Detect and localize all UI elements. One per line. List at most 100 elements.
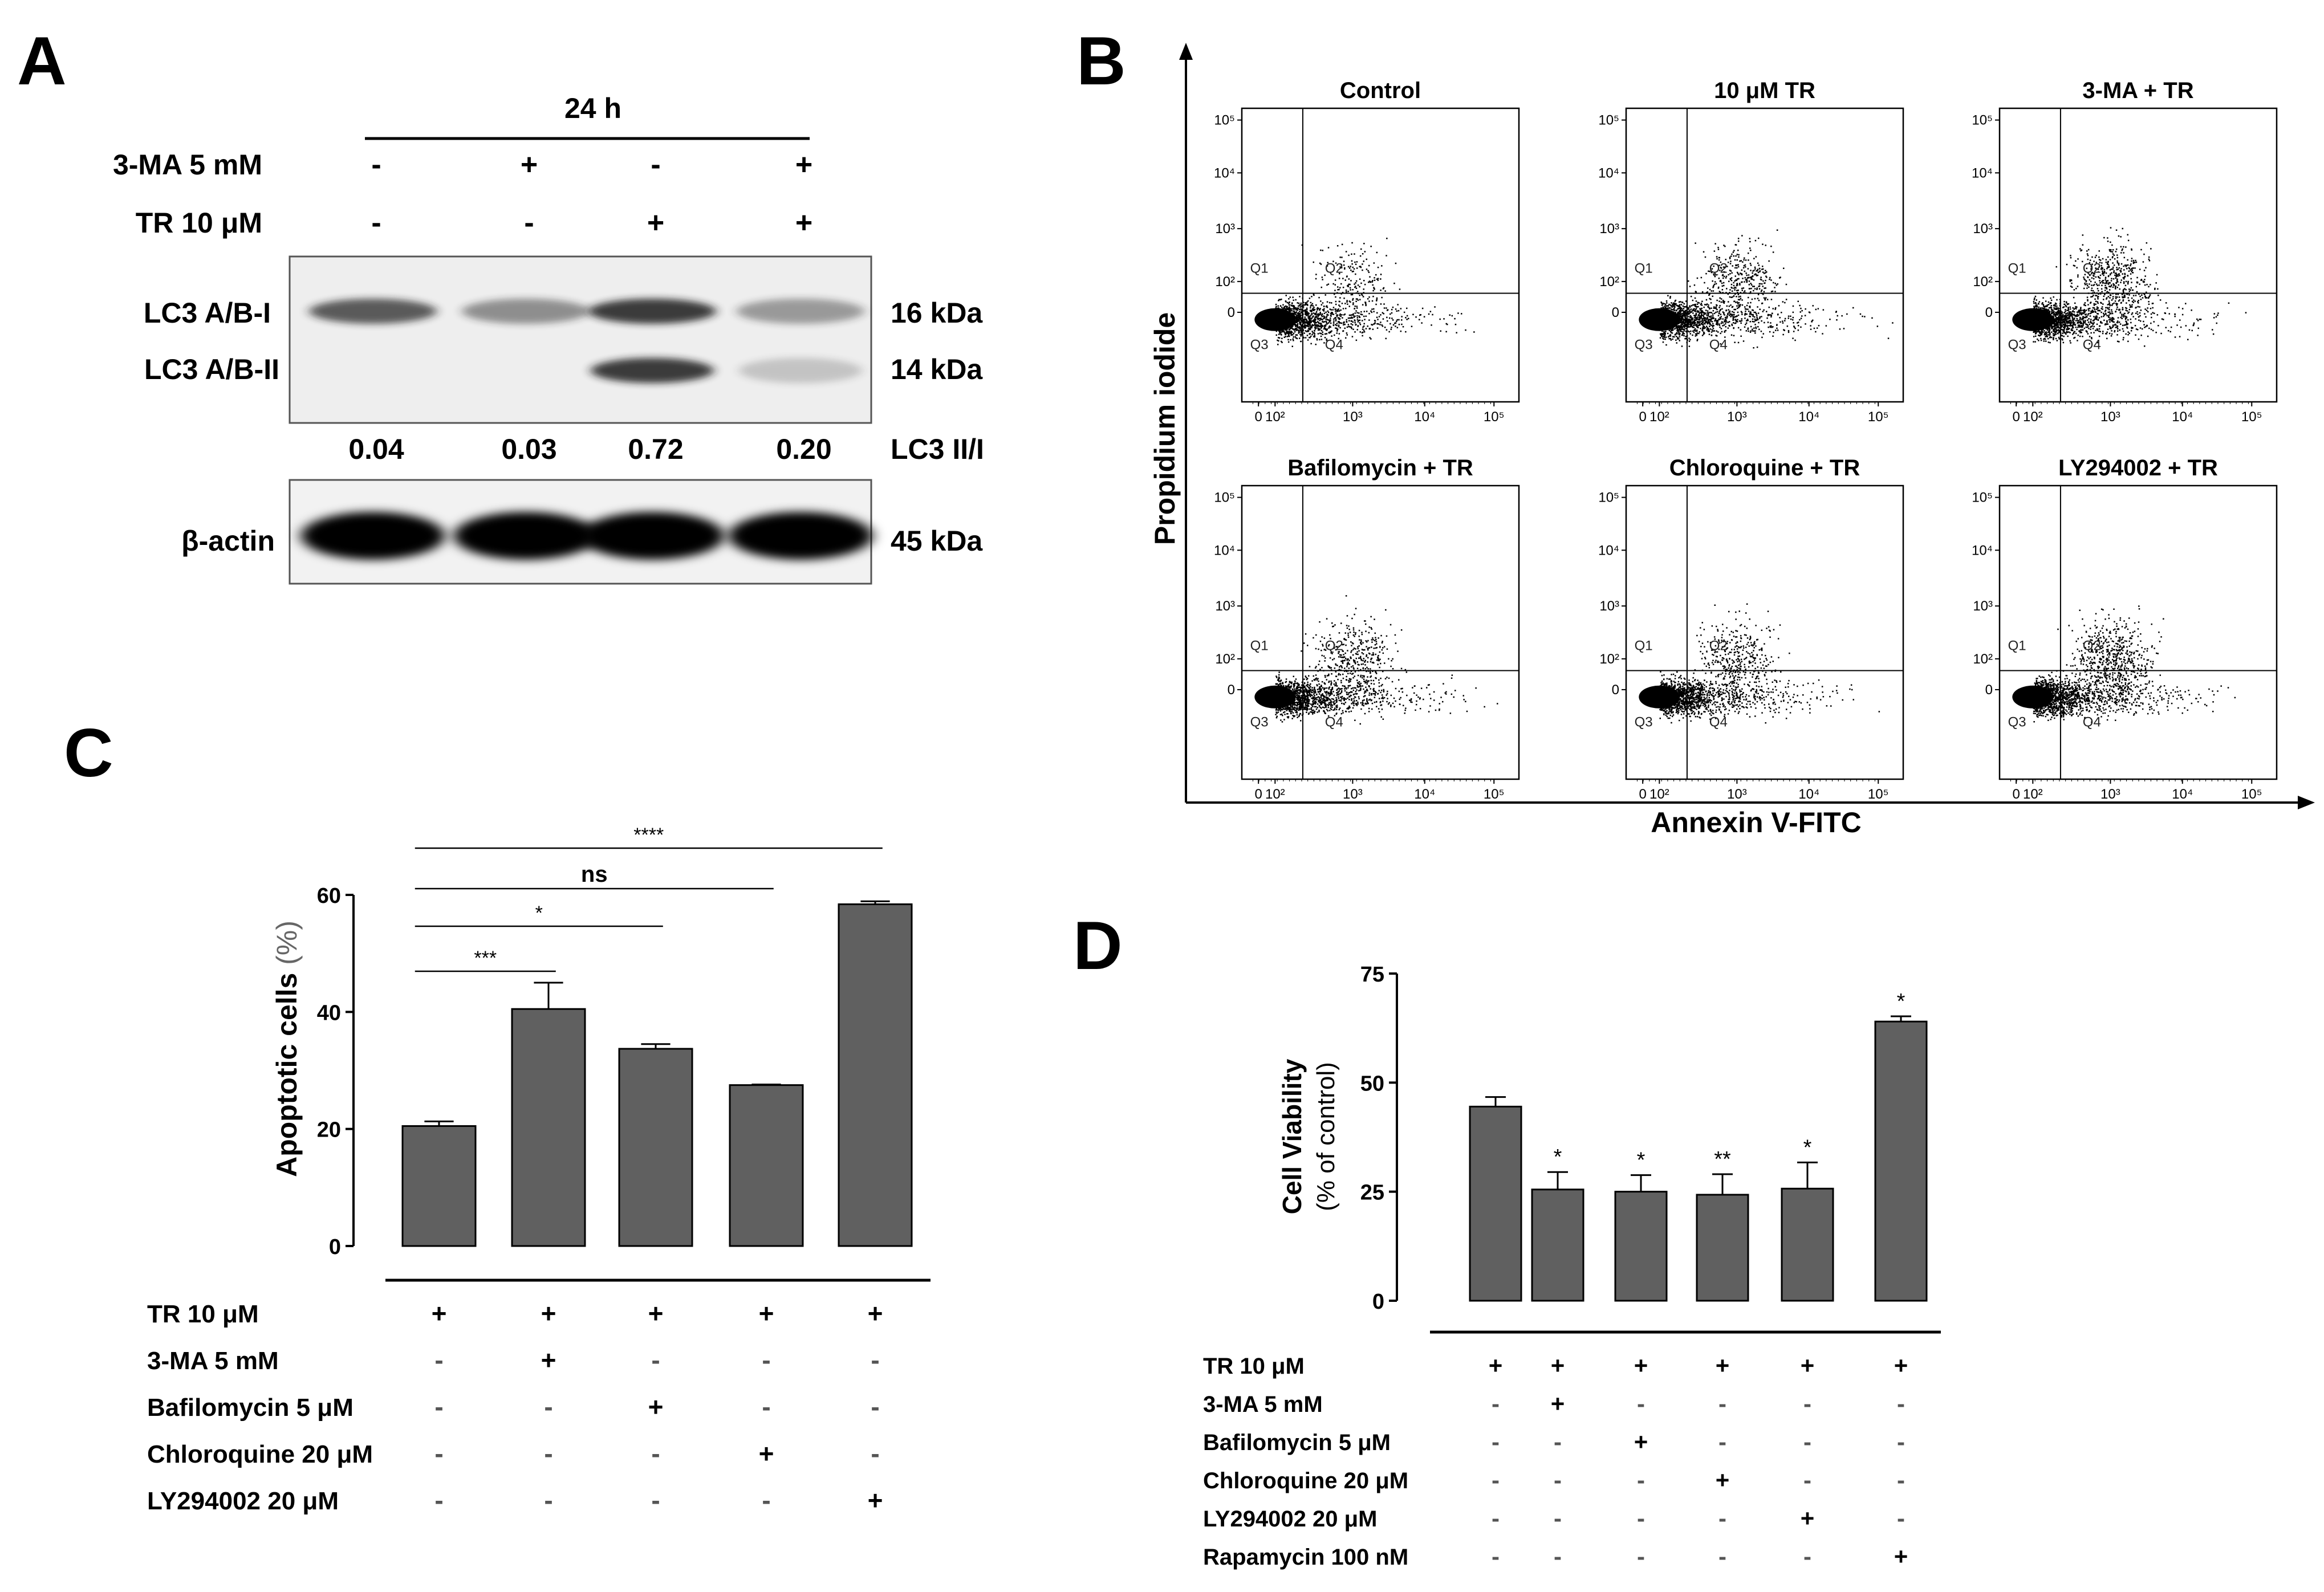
treatment-sign: + — [1489, 1352, 1503, 1379]
flow-plot-title: Control — [1340, 78, 1421, 103]
treatment-sign: - — [1897, 1505, 1905, 1532]
blot-condition-signs: - + - + - - + + — [371, 148, 812, 239]
treatment-sign: + — [1551, 1352, 1565, 1379]
lc3-ratio-values: 0.04 0.03 0.72 0.20 — [348, 433, 831, 465]
treatment-sign: + — [1894, 1352, 1908, 1379]
flow-plot-frame — [1998, 107, 2278, 403]
panel-label-c: C — [64, 715, 113, 791]
flow-x-tick-label: 10⁵ — [1484, 409, 1505, 425]
flow-y-tick-label: 10⁴ — [1598, 543, 1619, 558]
treatment-label: TR 10 μM — [1203, 1354, 1305, 1379]
treatment-sign: - — [544, 1439, 552, 1468]
treatment-sign: + — [432, 1298, 447, 1328]
lc3-ii-label: LC3 A/B-II — [144, 353, 279, 385]
chart-c-ylabel: Apoptotic cells — [271, 973, 303, 1177]
treatment-sign: - — [762, 1485, 770, 1515]
actin-band — [729, 512, 872, 560]
actin-band — [301, 512, 445, 560]
flow-y-tick-label: 0 — [1228, 682, 1235, 698]
y-tick-label: 60 — [317, 884, 341, 908]
treatment-sign: - — [544, 1485, 552, 1515]
treatment-sign: - — [1718, 1543, 1726, 1570]
lc3-i-band — [737, 299, 864, 324]
treatment-label: Chloroquine 20 μM — [147, 1440, 373, 1468]
flow-y-tick-label: 10³ — [1215, 221, 1235, 237]
lc3-i-band — [588, 299, 716, 324]
flow-dense-cluster — [1639, 685, 1680, 709]
flow-x-tick-label: 10² — [1649, 787, 1669, 802]
blot-sign: + — [795, 206, 812, 239]
flow-events — [1275, 238, 1475, 347]
treatment-sign: + — [1634, 1352, 1648, 1379]
blot-sign: - — [524, 206, 534, 239]
treatment-label: 3-MA 5 mM — [147, 1347, 279, 1375]
flow-x-tick-label: 10⁴ — [1414, 409, 1435, 425]
treatment-sign: + — [1716, 1352, 1730, 1379]
flow-y-tick-label: 0 — [1985, 305, 1993, 320]
treatment-sign: + — [1801, 1352, 1815, 1379]
treatment-sign: - — [651, 1439, 660, 1468]
significance-label: * — [535, 902, 543, 924]
flow-events — [2033, 605, 2236, 723]
flow-y-arrowhead — [1179, 43, 1193, 60]
flow-quadrant-label: Q2 — [1325, 638, 1343, 653]
treatment-sign: - — [434, 1345, 443, 1375]
treatment-sign: - — [1718, 1390, 1726, 1417]
treatment-sign: - — [1637, 1390, 1645, 1417]
flow-quadrant-label: Q4 — [1325, 714, 1343, 730]
lc3-ratio-value: 0.03 — [501, 433, 556, 465]
chart-d-ylabel-unit: (% of control) — [1312, 1062, 1340, 1211]
bar — [729, 1084, 804, 1247]
lc3-i-label: LC3 A/B-I — [144, 297, 271, 329]
actin-band — [580, 512, 724, 560]
treatment-sign: - — [1637, 1505, 1645, 1532]
treatment-sign: - — [544, 1392, 552, 1422]
bar — [1874, 1020, 1928, 1302]
significance-star: * — [1803, 1135, 1812, 1159]
flow-y-tick-label: 10⁵ — [1214, 490, 1235, 506]
significance-label: *** — [474, 947, 497, 969]
flow-quadrant-label: Q4 — [1325, 337, 1343, 352]
flow-y-tick-label: 10² — [1599, 652, 1619, 667]
flow-x-tick-label: 10² — [2023, 787, 2043, 802]
flow-y-tick-label: 10³ — [1599, 598, 1619, 614]
flow-x-tick-label: 10⁵ — [1868, 787, 1889, 802]
treatment-sign: + — [1801, 1505, 1815, 1532]
treatment-sign: - — [1554, 1543, 1562, 1570]
treatment-sign: + — [541, 1298, 556, 1328]
flow-y-tick-label: 10⁵ — [1598, 490, 1619, 506]
treatment-sign: - — [651, 1485, 660, 1515]
treatment-label: LY294002 20 μM — [147, 1487, 339, 1515]
y-tick-label: 40 — [317, 1001, 341, 1025]
treatment-sign: - — [871, 1439, 879, 1468]
flow-quadrant-label: Q3 — [1635, 714, 1653, 730]
flow-quadrant-label: Q4 — [1709, 337, 1728, 352]
flow-quadrant-label: Q3 — [1250, 337, 1269, 352]
treatment-sign: - — [1554, 1467, 1562, 1493]
blot-sign: + — [647, 206, 664, 239]
flow-x-tick-label: 10³ — [2100, 409, 2120, 425]
flow-plot-title: LY294002 + TR — [2058, 455, 2218, 481]
flow-x-tick-label: 10³ — [1343, 787, 1363, 802]
svg-text:Apoptotic cells (%): Apoptotic cells (%) — [271, 921, 303, 1177]
panel-b: Propidium iodide Annexin V-FITC Control 1… — [1149, 43, 2315, 838]
panel-label-a: A — [17, 23, 67, 99]
treatment-sign: - — [1492, 1543, 1500, 1570]
flow-y-tick-label: 10³ — [1215, 598, 1235, 614]
significance-label: ns — [581, 862, 608, 887]
bar — [838, 903, 913, 1247]
flow-y-tick-label: 10⁵ — [1972, 490, 1993, 506]
flow-x-tick-label: 10⁵ — [1868, 409, 1889, 425]
bar — [1469, 1105, 1522, 1302]
treatment-sign: - — [434, 1392, 443, 1422]
flow-quadrant-label: Q3 — [2008, 337, 2026, 352]
treatment-sign: + — [648, 1392, 664, 1422]
flow-dense-cluster — [2012, 685, 2054, 709]
panel-label-d: D — [1073, 907, 1123, 984]
chart-c-y-axis-title: Apoptotic cells (%) — [271, 921, 303, 1177]
